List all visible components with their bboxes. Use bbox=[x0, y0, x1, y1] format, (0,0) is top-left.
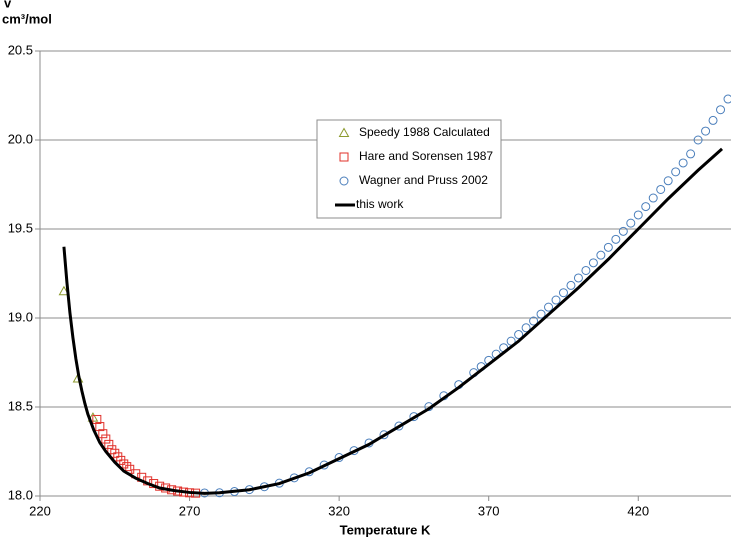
line bbox=[62, 147, 724, 495]
y-axis-label: cm³/mol bbox=[2, 11, 52, 26]
legend-label: Hare and Sorensen 1987 bbox=[359, 149, 493, 163]
x-tick-label: 220 bbox=[29, 503, 51, 518]
circle-marker bbox=[529, 316, 539, 326]
circle-marker bbox=[723, 94, 731, 104]
legend-label: this work bbox=[356, 197, 404, 211]
circle-marker bbox=[581, 265, 591, 275]
y-tick-label: 20.5 bbox=[8, 42, 33, 57]
legend-marker bbox=[338, 127, 350, 137]
legend-marker bbox=[339, 176, 349, 186]
circle-marker bbox=[686, 149, 696, 159]
circle-marker bbox=[603, 242, 613, 252]
square-marker bbox=[92, 414, 102, 424]
circle-marker bbox=[558, 288, 568, 298]
circle-marker bbox=[678, 158, 688, 168]
circle-marker bbox=[551, 295, 561, 305]
legend-label: Wagner and Pruss 2002 bbox=[359, 173, 488, 187]
circle-marker bbox=[596, 250, 606, 260]
x-tick-label: 320 bbox=[328, 503, 350, 518]
legend-label: Speedy 1988 Calculated bbox=[359, 125, 490, 139]
square-marker bbox=[95, 422, 105, 432]
circle-marker bbox=[573, 273, 583, 283]
legend-marker bbox=[339, 152, 349, 162]
y-tick-label: 19.5 bbox=[8, 220, 33, 235]
circle-marker bbox=[693, 135, 703, 145]
y-tick-label: 18.0 bbox=[8, 487, 33, 502]
circle-marker bbox=[708, 115, 718, 125]
circle-marker bbox=[671, 167, 681, 177]
circle-marker bbox=[394, 421, 404, 431]
circle-marker bbox=[641, 202, 651, 212]
square-marker bbox=[98, 429, 108, 439]
circle-marker bbox=[656, 184, 666, 194]
x-tick-label: 420 bbox=[627, 503, 649, 518]
square-marker bbox=[119, 459, 129, 469]
circle-marker bbox=[648, 193, 658, 203]
y-tick-label: 19.0 bbox=[8, 309, 33, 324]
square-marker bbox=[122, 462, 132, 472]
circle-marker bbox=[514, 330, 524, 340]
circle-marker bbox=[588, 258, 598, 268]
circle-marker bbox=[618, 226, 628, 236]
x-axis-label: Temperature K bbox=[340, 522, 431, 537]
square-marker bbox=[101, 434, 111, 444]
circle-marker bbox=[536, 309, 546, 319]
circle-marker bbox=[701, 126, 711, 136]
circle-marker bbox=[611, 234, 621, 244]
circle-marker bbox=[521, 323, 531, 333]
circle-marker bbox=[626, 218, 636, 228]
x-tick-label: 370 bbox=[478, 503, 500, 518]
circle-marker bbox=[544, 302, 554, 312]
y-axis-symbol: v bbox=[4, 0, 12, 10]
circle-marker bbox=[663, 176, 673, 186]
y-tick-label: 20.0 bbox=[8, 131, 33, 146]
circle-marker bbox=[633, 210, 643, 220]
x-tick-label: 270 bbox=[179, 503, 201, 518]
square-marker bbox=[104, 439, 114, 449]
y-tick-label: 18.5 bbox=[8, 398, 33, 413]
circle-marker bbox=[566, 280, 576, 290]
triangle-marker bbox=[58, 285, 70, 296]
circle-marker bbox=[716, 105, 726, 115]
